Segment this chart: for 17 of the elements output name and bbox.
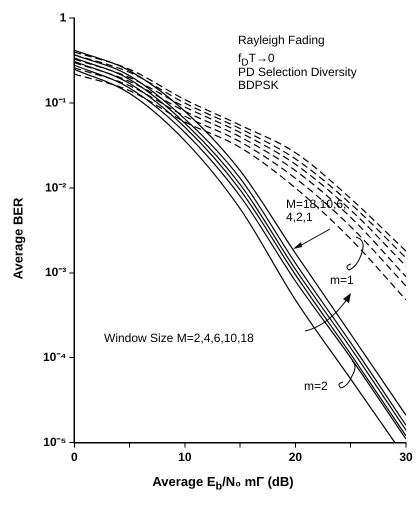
x-tick-label: 0 [70,450,78,464]
annotation: Rayleigh Fading [238,33,326,47]
y-tick-label: 10⁻² [44,180,66,194]
x-tick-label: 10 [178,450,192,464]
y-tick-label: 10⁻¹ [44,95,66,110]
annotation: m=1 [330,273,355,287]
x-tick-label: 20 [288,450,302,464]
y-tick-label: 10⁻⁵ [43,434,66,449]
y-tick-label: 1 [60,10,67,25]
y-tick-label: 10⁻³ [44,265,66,280]
annotation: m=2 [304,379,329,393]
annotation: BDPSK [238,78,280,92]
x-tick-label: 30 [399,450,413,464]
y-tick-label: 10⁻⁴ [42,350,66,364]
y-axis-title: Average BER [10,197,26,279]
x-axis-title: Average E$_{b}$/N₀ mΓ (dB) [151,474,295,493]
annotation: Window Size M=2,4,6,10,18 [104,331,255,345]
